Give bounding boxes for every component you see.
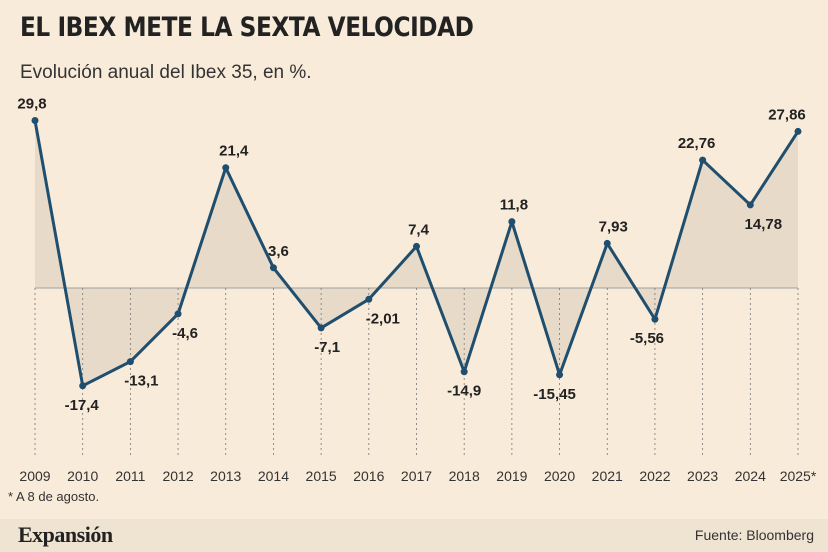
data-label: 7,93	[599, 218, 628, 235]
x-tick-label: 2022	[639, 468, 670, 484]
data-point	[651, 315, 659, 323]
x-tick-label: 2011	[115, 468, 145, 484]
area-layer	[35, 120, 798, 386]
data-label: 3,6	[268, 243, 289, 260]
data-label: -7,1	[314, 339, 340, 356]
data-label: 7,4	[408, 221, 430, 238]
data-point	[174, 310, 182, 318]
data-label: -5,56	[630, 330, 664, 347]
data-point	[603, 239, 611, 247]
line-chart: 2009 2010 2011 2012 2013 2014 2015 2016 2017 2018…	[17, 96, 817, 484]
data-label: -15,45	[533, 386, 576, 403]
x-tick-label: 2014	[258, 468, 289, 484]
data-label: 22,76	[678, 135, 716, 152]
x-tick-label: 2015	[306, 468, 337, 484]
data-labels: 29,8 -17,4 -13,1 -4,6 21,4 3,6 -7,1 -2,01 7,4 -14…	[17, 96, 805, 414]
x-tick-label: 2010	[67, 468, 98, 484]
data-label: -13,1	[124, 373, 158, 390]
data-point	[508, 218, 516, 226]
data-point	[460, 368, 468, 376]
x-tick-label: 2023	[687, 468, 718, 484]
x-tick-label: 2012	[162, 468, 193, 484]
data-label: 14,78	[745, 216, 783, 233]
data-label: 21,4	[219, 143, 249, 160]
data-point	[126, 358, 134, 366]
data-point	[699, 156, 707, 164]
x-tick-label: 2009	[19, 468, 50, 484]
data-point	[79, 382, 87, 390]
footnote: * A 8 de agosto.	[8, 489, 100, 504]
data-label: -14,9	[447, 383, 481, 400]
data-label: 29,8	[17, 96, 46, 113]
x-tick-label: 2024	[735, 468, 766, 484]
x-tick-label: 2018	[449, 468, 480, 484]
x-tick-label: 2019	[496, 468, 527, 484]
data-point	[365, 295, 373, 303]
x-tick-label: 2017	[401, 468, 432, 484]
brand-logo: Expansión	[18, 522, 113, 547]
x-tick-label: 2025*	[780, 468, 817, 484]
data-point	[794, 127, 802, 135]
x-tick-label: 2016	[353, 468, 384, 484]
area-fill	[35, 120, 798, 386]
data-point	[222, 164, 230, 172]
data-point	[413, 242, 420, 250]
data-point	[746, 201, 754, 209]
x-tick-label: 2021	[592, 468, 623, 484]
data-point	[31, 117, 39, 125]
data-points	[31, 117, 802, 390]
chart-title: EL IBEX METE LA SEXTA VELOCIDAD	[20, 12, 474, 43]
data-point	[556, 371, 564, 379]
data-point	[269, 264, 277, 272]
source-text: Fuente: Bloomberg	[694, 527, 814, 543]
x-axis-ticks: 2009 2010 2011 2012 2013 2014 2015 2016 2017 2018…	[19, 288, 817, 484]
data-label: 27,86	[768, 106, 806, 123]
x-tick-label: 2013	[210, 468, 241, 484]
data-label: -17,4	[65, 397, 100, 414]
chart-subtitle: Evolución anual del Ibex 35, en %.	[20, 62, 312, 83]
data-label: -4,6	[172, 325, 198, 342]
data-label: 11,8	[500, 197, 528, 214]
data-label: -2,01	[366, 310, 400, 327]
footer-bar	[0, 519, 828, 552]
x-tick-label: 2020	[544, 468, 575, 484]
data-point	[317, 324, 325, 332]
